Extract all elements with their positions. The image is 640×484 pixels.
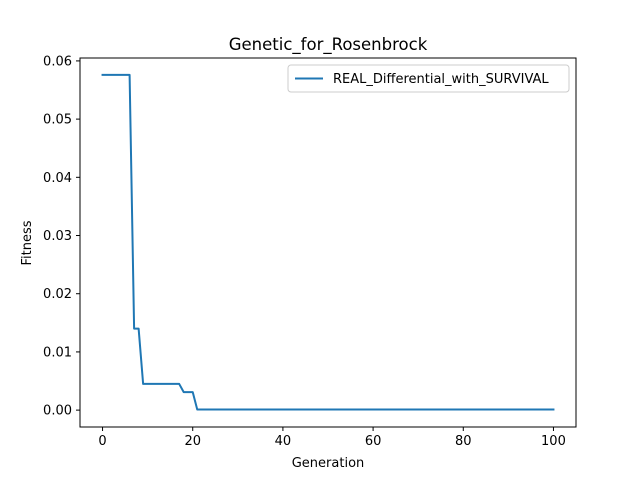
y-tick-label: 0.03 [43, 229, 72, 244]
y-axis-label: Fitness [20, 220, 35, 265]
x-tick-label: 80 [455, 434, 472, 449]
x-tick-label: 60 [365, 434, 382, 449]
x-axis-ticks: 0 20 40 60 80 100 [98, 427, 566, 449]
x-tick-label: 0 [98, 434, 106, 449]
y-axis-ticks: 0.00 0.01 0.02 0.03 0.04 0.05 0.06 [43, 54, 80, 419]
chart-title: Genetic_for_Rosenbrock [229, 35, 428, 55]
legend: REAL_Differential_with_SURVIVAL [287, 64, 570, 93]
y-tick-label: 0.02 [43, 287, 72, 302]
legend-label: REAL_Differential_with_SURVIVAL [333, 72, 549, 87]
series-line [101, 73, 555, 411]
y-tick-label: 0.04 [43, 171, 72, 186]
axes-frame [79, 57, 577, 428]
plot-area: 0 20 40 60 80 100 0.000.010.020.030.040.050.0… [43, 54, 577, 449]
legend-box [287, 64, 570, 93]
y-tick-label: 0.06 [43, 54, 72, 69]
y-tick-label: 0.01 [43, 345, 72, 360]
x-tick-label: 40 [275, 434, 292, 449]
x-tick-label: 100 [541, 434, 566, 449]
series-layer [101, 73, 555, 411]
y-tick-label: 0.00 [43, 404, 72, 419]
y-tick-label: 0.05 [43, 113, 72, 128]
x-axis-label: Generation [292, 456, 365, 471]
x-tick-label: 20 [184, 434, 201, 449]
